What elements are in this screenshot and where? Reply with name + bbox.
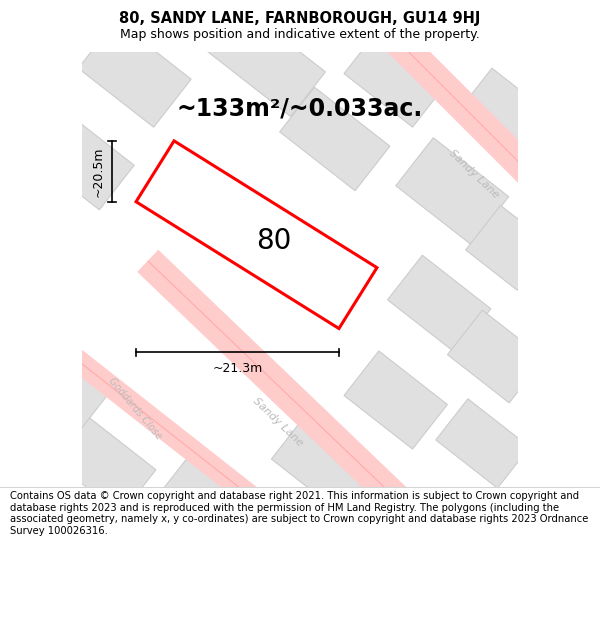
Polygon shape xyxy=(163,448,263,543)
Polygon shape xyxy=(344,351,448,449)
Polygon shape xyxy=(436,399,530,488)
Text: Sandy Lane: Sandy Lane xyxy=(251,396,305,448)
Polygon shape xyxy=(78,20,191,127)
Polygon shape xyxy=(13,345,109,438)
Text: Goddards Close: Goddards Close xyxy=(106,376,163,441)
Text: ~133m²/~0.033ac.: ~133m²/~0.033ac. xyxy=(177,96,423,121)
Text: Contains OS data © Crown copyright and database right 2021. This information is : Contains OS data © Crown copyright and d… xyxy=(10,491,589,536)
Text: 80: 80 xyxy=(256,228,292,255)
Polygon shape xyxy=(388,255,491,353)
Polygon shape xyxy=(53,416,156,514)
Text: Map shows position and indicative extent of the property.: Map shows position and indicative extent… xyxy=(120,28,480,41)
Polygon shape xyxy=(136,141,377,329)
Text: ~21.3m: ~21.3m xyxy=(212,362,263,375)
Polygon shape xyxy=(396,138,509,244)
Text: 80, SANDY LANE, FARNBOROUGH, GU14 9HJ: 80, SANDY LANE, FARNBOROUGH, GU14 9HJ xyxy=(119,11,481,26)
Polygon shape xyxy=(457,68,560,166)
Polygon shape xyxy=(280,88,390,191)
Polygon shape xyxy=(271,418,372,512)
Polygon shape xyxy=(344,29,448,127)
Polygon shape xyxy=(466,206,552,290)
Polygon shape xyxy=(448,310,544,403)
Text: Sandy Lane: Sandy Lane xyxy=(447,148,501,200)
Text: ~20.5m: ~20.5m xyxy=(91,146,104,196)
Polygon shape xyxy=(205,5,325,116)
Polygon shape xyxy=(31,112,134,210)
